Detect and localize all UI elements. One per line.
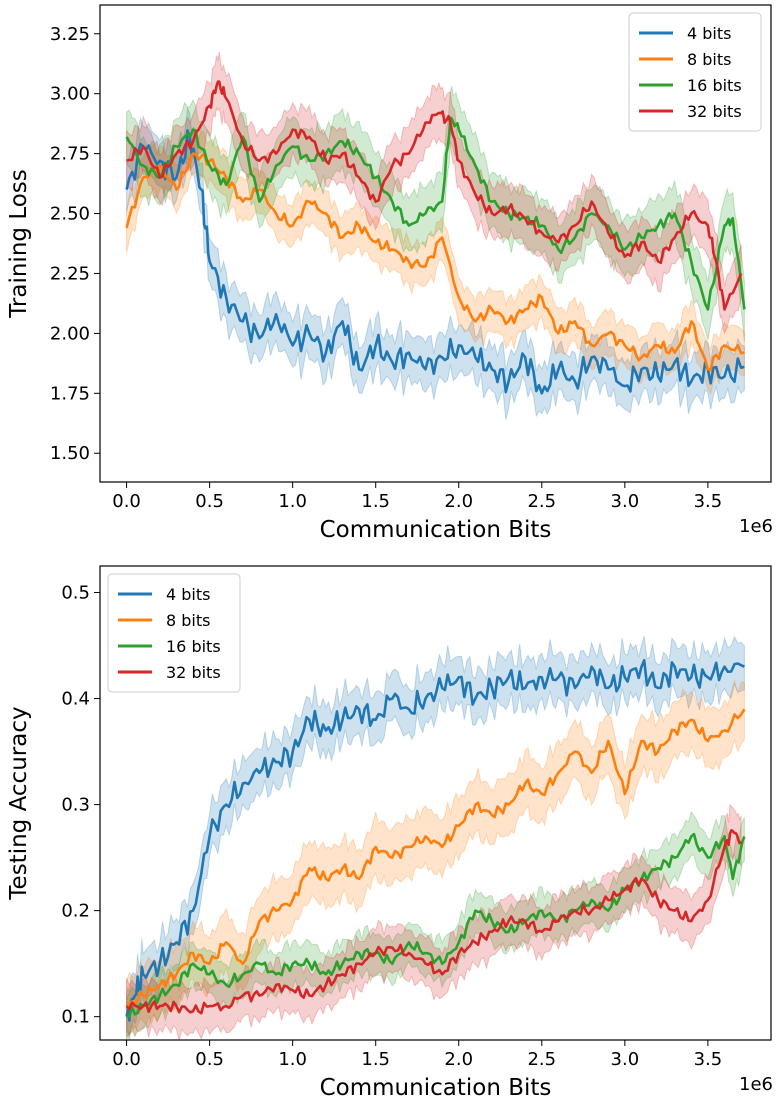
- x-tick-label: 2.5: [527, 491, 556, 512]
- legend-box: [107, 573, 241, 693]
- x-tick-label: 0.0: [112, 1049, 141, 1070]
- y-tick-label: 2.75: [50, 144, 90, 165]
- axes-frame: [99, 565, 772, 1041]
- x-tick-label: 3.0: [611, 491, 640, 512]
- y-tick-label: 1.75: [50, 383, 90, 404]
- legend-label-4-bits: 4 bits: [687, 24, 731, 43]
- y-tick-label: 0.4: [61, 689, 90, 710]
- x-axis-title: Communication Bits: [320, 1075, 552, 1101]
- series-line-16-bits: [126, 832, 746, 1018]
- y-tick-label: 0.2: [61, 901, 90, 922]
- y-tick-label: 2.25: [50, 263, 90, 284]
- y-tick-label: 1.50: [50, 443, 90, 464]
- y-tick-label: 3.00: [50, 84, 90, 105]
- x-tick-label: 0.0: [112, 491, 141, 512]
- y-tick-label: 3.25: [50, 24, 90, 45]
- y-tick-label: 2.50: [50, 204, 90, 225]
- series-line-4-bits: [125, 129, 745, 395]
- x-axis-title: Communication Bits: [320, 517, 552, 543]
- band-16-bits: [126, 810, 745, 1038]
- x-tick-label: 1.0: [278, 1049, 307, 1070]
- testing-accuracy-chart: 0.0 0.5 1.0 1.5 2.0 2.5 3.0 3.5 0.1 0.2 0.3 0.4 0.5 C…: [6, 565, 773, 1101]
- plot-area: [125, 635, 746, 1040]
- series-line-8-bits: [125, 708, 746, 1007]
- x-tick-label: 2.0: [444, 491, 473, 512]
- x-tick-label: 3.0: [611, 1049, 640, 1070]
- y-axis-title: Training Loss: [6, 169, 32, 319]
- series-line-4-bits: [125, 658, 745, 1022]
- band-16-bits: [126, 85, 745, 342]
- x-tick-label: 2.5: [527, 1049, 556, 1070]
- legend-label-4-bits: 4 bits: [166, 585, 210, 604]
- legend-label-16-bits: 16 bits: [687, 76, 742, 95]
- x-tick-label: 0.5: [195, 1049, 224, 1070]
- series-line-32-bits: [125, 829, 743, 1015]
- y-tick-label: 2.00: [50, 323, 90, 344]
- x-tick-label: 0.5: [195, 491, 224, 512]
- legend-label-32-bits: 32 bits: [687, 102, 742, 121]
- x-tick-label: 3.5: [694, 491, 723, 512]
- legend-label-8-bits: 8 bits: [687, 50, 731, 69]
- legend: 4 bits 8 bits 16 bits 32 bits: [628, 12, 762, 132]
- series-line-8-bits: [125, 152, 745, 372]
- legend-label-32-bits: 32 bits: [166, 663, 221, 682]
- x-tick-label: 2.0: [444, 1049, 473, 1070]
- series-line-16-bits: [125, 116, 746, 311]
- x-tick-label: 1.5: [361, 1049, 390, 1070]
- series-line-32-bits: [126, 80, 743, 311]
- band-32-bits: [126, 803, 742, 1040]
- y-tick-label: 0.5: [61, 583, 90, 604]
- y-axis-title: Testing Accuracy: [6, 706, 32, 900]
- band-4-bits: [126, 635, 745, 1040]
- x-offset-label: 1e6: [739, 1074, 773, 1095]
- band-32-bits: [126, 51, 742, 335]
- legend-label-16-bits: 16 bits: [166, 637, 221, 656]
- y-tick-label: 0.3: [61, 795, 90, 816]
- x-tick-label: 1.0: [278, 491, 307, 512]
- training-loss-chart: 0.0 0.5 1.0 1.5 2.0 2.5 3.0 3.5 1.50 1.75 2.00 2.25…: [6, 4, 773, 543]
- axes-frame: [99, 4, 772, 483]
- plot-area: [125, 51, 746, 420]
- x-tick-label: 3.5: [694, 1049, 723, 1070]
- x-tick-label: 1.5: [361, 491, 390, 512]
- legend: 4 bits 8 bits 16 bits 32 bits: [107, 573, 241, 693]
- x-offset-label: 1e6: [739, 516, 773, 537]
- legend-box: [628, 12, 762, 132]
- band-8-bits: [126, 128, 745, 396]
- y-tick-label: 0.1: [61, 1007, 90, 1028]
- legend-label-8-bits: 8 bits: [166, 611, 210, 630]
